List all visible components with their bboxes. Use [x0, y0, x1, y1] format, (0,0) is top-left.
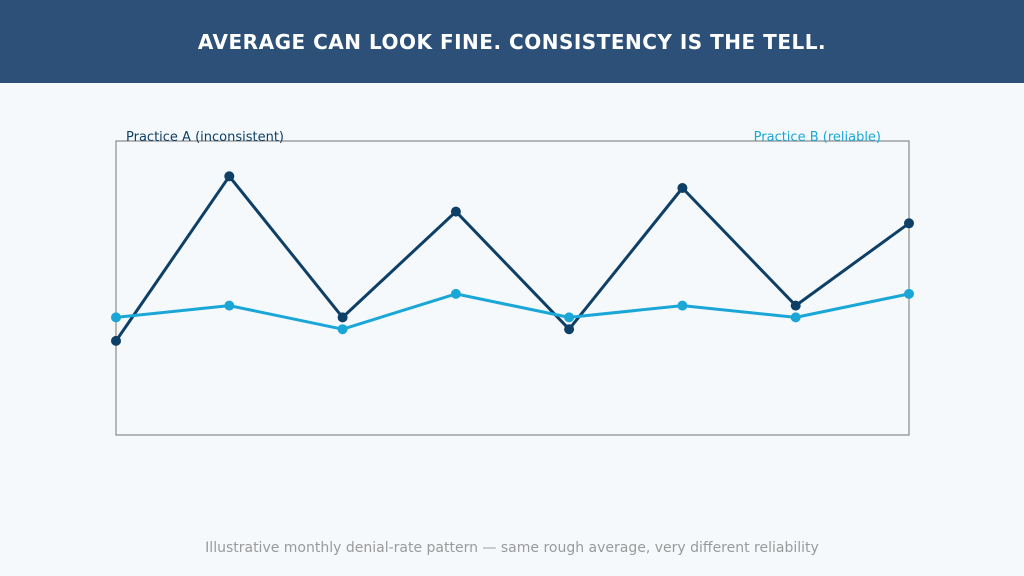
series-a-point: [224, 171, 235, 182]
line-chart: Practice A (inconsistent) Practice B (re…: [111, 130, 914, 436]
series-b-point: [904, 288, 914, 299]
series-a-point: [564, 324, 575, 335]
title-banner: AVERAGE CAN LOOK FINE. CONSISTENCY IS TH…: [0, 0, 1024, 83]
legend-series-a: Practice A (inconsistent): [126, 130, 284, 145]
series-b-point: [450, 288, 461, 299]
chart-area: Practice A (inconsistent) Practice B (re…: [0, 83, 1024, 503]
series-a-point: [677, 183, 688, 193]
plot-frame: [115, 140, 910, 436]
series-b-point: [564, 312, 575, 323]
series-a-point: [450, 206, 461, 217]
series-a-point: [904, 218, 914, 229]
series-a-point: [337, 312, 348, 323]
page-title: AVERAGE CAN LOOK FINE. CONSISTENCY IS TH…: [197, 29, 827, 54]
chart-caption: Illustrative monthly denial-rate pattern…: [205, 540, 819, 556]
series-layer: [111, 171, 914, 346]
series-a-point: [790, 300, 801, 311]
series-b-point: [224, 300, 235, 311]
series-b-point: [677, 300, 688, 311]
series-a-point: [111, 335, 121, 346]
series-b-line: [115, 292, 910, 331]
series-b-point: [337, 324, 348, 335]
series-b-point: [790, 312, 801, 323]
series-a-line: [114, 174, 910, 342]
legend-series-b: Practice B (reliable): [754, 130, 881, 145]
series-b-point: [111, 312, 121, 323]
